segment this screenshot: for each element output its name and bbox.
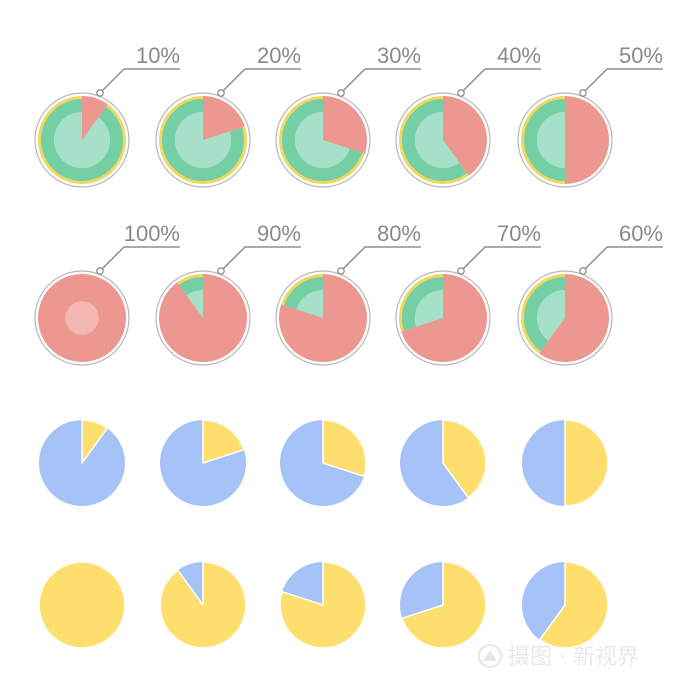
pie-2-1: 100% xyxy=(34,221,180,366)
pie-3-1 xyxy=(39,419,125,506)
percent-label: 50% xyxy=(619,43,663,68)
camera-logo-icon xyxy=(478,644,502,668)
percent-slice xyxy=(401,561,487,649)
pie-4-5 xyxy=(522,561,609,649)
percent-label: 20% xyxy=(257,43,301,68)
callout-leader xyxy=(217,246,301,275)
percent-slice xyxy=(401,274,487,363)
percent-label: 30% xyxy=(377,43,421,68)
watermark-text: 摄图 · 新视界 xyxy=(508,645,639,670)
callout-leader xyxy=(579,68,663,97)
callout-leader xyxy=(337,246,421,275)
pie-1-5: 50% xyxy=(517,43,663,188)
pie-2-2: 90% xyxy=(155,221,301,366)
percent-slice xyxy=(443,96,487,176)
callout-leader xyxy=(579,246,663,275)
pie-4-4 xyxy=(400,561,487,649)
pie-1-1: 10% xyxy=(34,43,180,188)
remaining-slice-inner xyxy=(536,289,565,341)
callout-leader xyxy=(96,68,180,97)
pie-2-4: 70% xyxy=(395,221,541,366)
percent-slice xyxy=(38,561,126,649)
percent-slice xyxy=(81,419,109,464)
pie-charts-group: 10% 20% 30% 40% 50% 100% 90% 80% 70% 60% xyxy=(34,43,663,649)
pie-1-2: 20% xyxy=(155,43,301,188)
callout-leader xyxy=(337,68,421,97)
percent-slice xyxy=(279,561,367,649)
remaining-slice-inner xyxy=(296,289,323,318)
remaining-slice-inner xyxy=(414,289,443,327)
percent-label: 40% xyxy=(497,43,541,68)
percent-label: 10% xyxy=(136,43,180,68)
pie-2-5: 60% xyxy=(517,221,663,366)
pie-4-1 xyxy=(38,561,126,649)
percent-slice xyxy=(442,419,487,499)
remaining-slice-inner xyxy=(414,111,460,169)
percent-label: 70% xyxy=(497,221,541,246)
callout-leader xyxy=(217,68,301,97)
percent-slice xyxy=(539,274,609,362)
pie-1-4: 40% xyxy=(395,43,541,188)
percent-label: 60% xyxy=(619,221,663,246)
callout-leader xyxy=(457,68,541,97)
pie-4-2 xyxy=(159,561,247,649)
pie-3-4 xyxy=(400,419,487,506)
percent-slice-inner xyxy=(65,301,99,335)
remaining-slice-inner xyxy=(186,289,203,318)
pie-4-3 xyxy=(279,561,367,649)
percent-label: 90% xyxy=(257,221,301,246)
callout-leader xyxy=(457,246,541,275)
pie-3-2 xyxy=(160,419,246,506)
percent-slice xyxy=(82,96,108,140)
percent-slice xyxy=(159,274,247,362)
percent-slice xyxy=(538,561,609,649)
percent-slice xyxy=(565,96,609,184)
remaining-slice-inner xyxy=(53,111,111,169)
remaining-slice-inner xyxy=(536,111,565,169)
callout-leader xyxy=(96,246,180,275)
pie-3-3 xyxy=(280,419,367,506)
percent-slice xyxy=(564,419,609,507)
percent-slice xyxy=(322,419,367,478)
pie-1-3: 30% xyxy=(275,43,421,188)
percent-slice xyxy=(202,419,245,464)
percent-slice xyxy=(159,561,247,649)
percent-label: 100% xyxy=(124,221,180,246)
pie-2-3: 80% xyxy=(275,221,421,366)
pie-3-5 xyxy=(522,419,609,507)
percent-label: 80% xyxy=(377,221,421,246)
remaining-slice-inner xyxy=(294,111,350,169)
percent-slice xyxy=(203,96,245,140)
watermark: 摄图 · 新视界 xyxy=(478,644,639,670)
percent-slice xyxy=(279,274,367,363)
percent-slice xyxy=(323,96,368,154)
